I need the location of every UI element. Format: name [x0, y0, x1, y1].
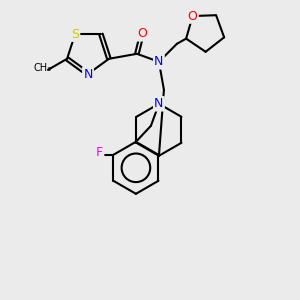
Text: O: O: [188, 10, 197, 22]
Text: F: F: [96, 146, 103, 159]
Text: N: N: [154, 55, 164, 68]
Text: O: O: [137, 27, 147, 40]
Text: S: S: [71, 28, 79, 41]
Text: CH₃: CH₃: [34, 63, 52, 73]
Text: N: N: [83, 68, 93, 80]
Text: N: N: [154, 97, 164, 110]
